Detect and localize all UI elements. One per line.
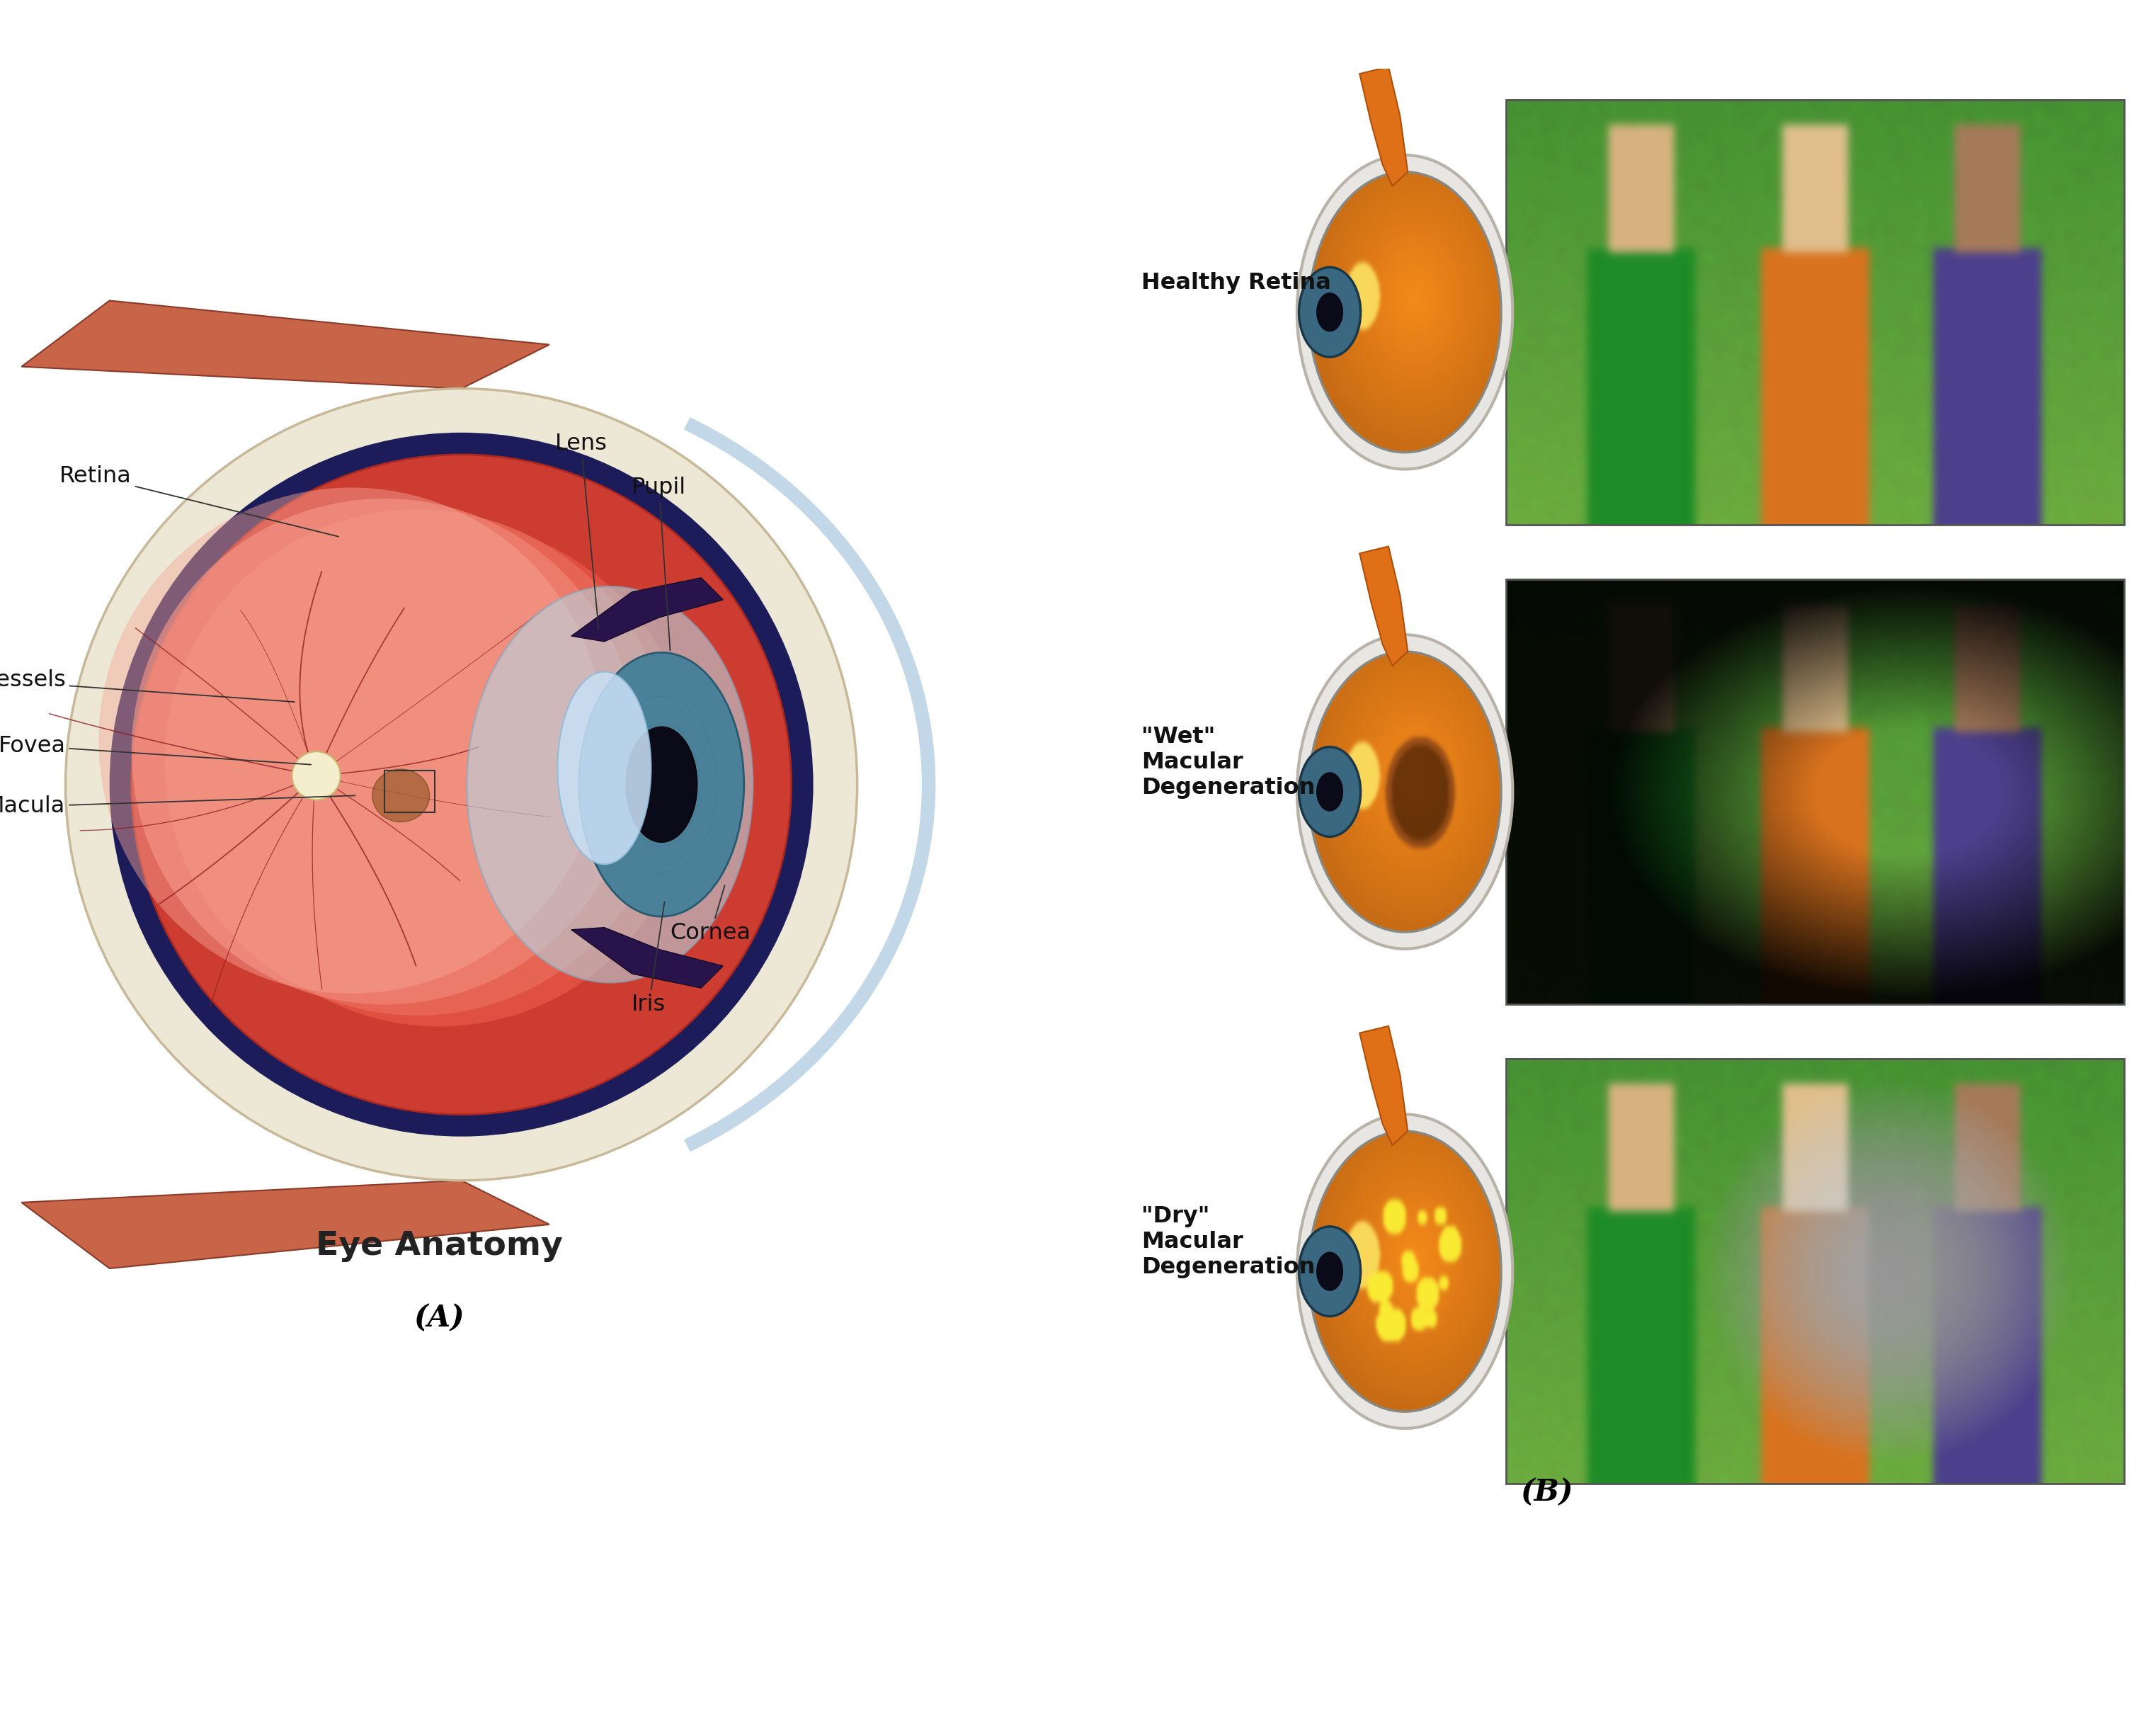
Circle shape: [1298, 635, 1514, 949]
Circle shape: [291, 752, 341, 800]
Circle shape: [1298, 268, 1360, 357]
Circle shape: [1298, 1227, 1360, 1316]
Ellipse shape: [558, 671, 651, 865]
Polygon shape: [22, 300, 550, 388]
Text: Retina: Retina: [60, 465, 338, 537]
Text: Fovea: Fovea: [0, 734, 310, 765]
Text: Lens: Lens: [554, 432, 608, 628]
Ellipse shape: [185, 520, 692, 1026]
Polygon shape: [571, 928, 722, 988]
Text: Blood vessels: Blood vessels: [0, 669, 295, 702]
Ellipse shape: [580, 652, 744, 916]
Text: Macula: Macula: [0, 796, 356, 817]
Ellipse shape: [625, 728, 696, 843]
Polygon shape: [1360, 1026, 1408, 1145]
Text: Healthy Retina: Healthy Retina: [1141, 271, 1330, 293]
Ellipse shape: [468, 587, 752, 983]
Circle shape: [1298, 746, 1360, 837]
Text: (A): (A): [414, 1302, 466, 1333]
Polygon shape: [22, 1181, 550, 1268]
Circle shape: [1317, 772, 1343, 812]
Text: Iris: Iris: [632, 903, 666, 1016]
Text: Pupil: Pupil: [632, 477, 686, 650]
Polygon shape: [571, 578, 722, 642]
Circle shape: [1298, 1114, 1514, 1428]
Ellipse shape: [132, 499, 638, 1004]
Ellipse shape: [65, 388, 858, 1181]
Text: "Dry"
Macular
Degeneration: "Dry" Macular Degeneration: [1141, 1206, 1315, 1278]
Polygon shape: [1360, 546, 1408, 666]
Text: Cornea: Cornea: [671, 885, 750, 944]
Ellipse shape: [132, 455, 791, 1114]
Circle shape: [1317, 292, 1343, 331]
Ellipse shape: [99, 487, 604, 994]
Circle shape: [1317, 1251, 1343, 1290]
Ellipse shape: [110, 432, 813, 1136]
Ellipse shape: [373, 769, 429, 822]
Text: Eye Anatomy: Eye Anatomy: [317, 1230, 563, 1263]
Polygon shape: [1360, 67, 1408, 185]
Circle shape: [1298, 154, 1514, 468]
Text: "Wet"
Macular
Degeneration: "Wet" Macular Degeneration: [1141, 726, 1315, 798]
Ellipse shape: [164, 510, 671, 1016]
Text: (B): (B): [1520, 1477, 1574, 1508]
